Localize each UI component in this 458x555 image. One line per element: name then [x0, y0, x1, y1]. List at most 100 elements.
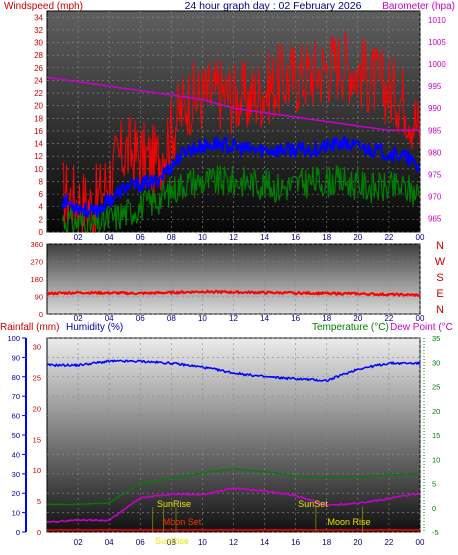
- time-tick-label: 06: [136, 314, 145, 323]
- humidity-tick-label: 90: [12, 353, 20, 362]
- time-tick-label: 04: [105, 314, 114, 323]
- chart-title: 24 hour graph day : 02 February 2026: [185, 0, 362, 12]
- wind-tick-label: 12: [34, 152, 43, 161]
- dewpoint-axis-label: Dew Point (°C: [390, 322, 453, 333]
- humidity-tick-label: 60: [12, 412, 20, 421]
- humidity-tick-label: 20: [12, 489, 20, 498]
- humidity-tick-label: 10: [12, 509, 20, 518]
- wind-tick-label: 16: [34, 127, 43, 136]
- temperature-tick-label: 35: [432, 334, 440, 343]
- barometer-tick-label: 965: [428, 215, 442, 224]
- barometer-tick-label: 970: [428, 193, 442, 202]
- rain-tick-label: 30: [33, 343, 41, 352]
- barometer-tick-label: 1000: [428, 60, 446, 69]
- wind-tick-label: 26: [34, 64, 43, 73]
- wind-tick-label: 20: [34, 102, 43, 111]
- compass-label: N: [436, 304, 444, 316]
- series-dew-point: [46, 487, 421, 524]
- barometer-tick-label: 975: [428, 171, 442, 180]
- rain-tick-label: 25: [33, 374, 41, 383]
- time-tick-label: 22: [384, 314, 393, 323]
- time-tick-label: 08: [167, 233, 176, 242]
- compass-label: E: [436, 288, 443, 300]
- time-tick-label: 16: [291, 233, 300, 242]
- direction-tick-label: 270: [30, 258, 43, 267]
- temperature-tick-label: 15: [432, 431, 440, 440]
- humidity-tick-label: 40: [12, 450, 20, 459]
- wind-tick-label: 14: [34, 140, 43, 149]
- wind-tick-label: 22: [34, 89, 43, 98]
- wind-tick-label: 2: [39, 215, 44, 224]
- time-tick-label: 06: [136, 233, 145, 242]
- barometer-tick-label: 995: [428, 82, 442, 91]
- wind-tick-label: 28: [34, 51, 43, 60]
- temperature-axis-label: Temperature (°C): [312, 322, 389, 333]
- humidity-tick-label: 0: [16, 528, 20, 537]
- barometer-tick-label: 1005: [428, 38, 446, 47]
- barometer-tick-label: 1010: [428, 16, 446, 25]
- humidity-tick-label: 100: [7, 334, 20, 343]
- humidity-tick-label: 80: [12, 373, 20, 382]
- time-tick-label: 16: [291, 538, 300, 547]
- temperature-tick-label: 5: [432, 480, 436, 489]
- series-wind-direction: [46, 289, 421, 297]
- time-tick-label: 14: [260, 233, 269, 242]
- wind-tick-label: 0: [39, 228, 44, 237]
- time-tick-label: 02: [74, 314, 83, 323]
- humidity-tick-label: 50: [12, 431, 20, 440]
- time-tick-label: 00: [416, 314, 425, 323]
- wind-tick-label: 34: [34, 13, 43, 22]
- rain-tick-label: 10: [33, 466, 41, 475]
- rain-tick-label: 0: [37, 528, 41, 537]
- wind-tick-label: 32: [34, 26, 43, 35]
- time-tick-label: 22: [384, 233, 393, 242]
- compass-label: S: [436, 272, 443, 284]
- compass-label: W: [435, 256, 446, 268]
- humidity-tick-label: 30: [12, 470, 20, 479]
- rain-tick-label: 5: [37, 497, 41, 506]
- wind-tick-label: 10: [34, 165, 43, 174]
- time-tick-label: 06: [136, 538, 145, 547]
- event-label: Moon Rise: [327, 517, 370, 527]
- time-tick-label: 02: [74, 538, 83, 547]
- time-tick-label: 08: [167, 538, 176, 547]
- time-tick-label: 04: [105, 538, 114, 547]
- windspeed-axis-label: Windspeed (mph): [4, 1, 83, 12]
- time-tick-label: 20: [353, 314, 362, 323]
- time-tick-label: 12: [229, 538, 238, 547]
- series-barometer: [46, 76, 420, 132]
- direction-tick-label: 0: [39, 310, 43, 319]
- time-tick-label: 18: [322, 538, 331, 547]
- temperature-tick-label: 10: [432, 455, 440, 464]
- time-tick-label: 14: [260, 314, 269, 323]
- wind-tick-label: 24: [34, 76, 43, 85]
- barometer-axis-label: Barometer (hpa): [382, 1, 455, 12]
- event-label: Moon Set: [163, 517, 202, 527]
- time-tick-label: 00: [416, 233, 425, 242]
- time-tick-label: 12: [229, 233, 238, 242]
- direction-tick-label: 180: [30, 275, 43, 284]
- wind-tick-label: 18: [34, 114, 43, 123]
- time-tick-label: 10: [198, 314, 207, 323]
- time-tick-label: 22: [384, 538, 393, 547]
- barometer-tick-label: 980: [428, 148, 442, 157]
- series-wind-low: [61, 165, 421, 233]
- time-tick-label: 10: [198, 538, 207, 547]
- rain-tick-label: 15: [33, 435, 41, 444]
- time-tick-label: 14: [260, 538, 269, 547]
- temperature-tick-label: 20: [432, 407, 440, 416]
- temperature-tick-label: 30: [432, 358, 440, 367]
- wind-tick-label: 8: [39, 177, 44, 186]
- rainfall-axis-label: Rainfall (mm): [0, 322, 59, 333]
- humidity-axis-label: Humidity (%): [66, 322, 123, 333]
- wind-tick-label: 6: [39, 190, 44, 199]
- time-tick-label: 04: [105, 233, 114, 242]
- series-wind-speed: [62, 30, 421, 233]
- direction-tick-label: 360: [30, 240, 43, 249]
- direction-tick-label: 90: [35, 293, 43, 302]
- time-tick-label: 08: [167, 314, 176, 323]
- series-humidity: [46, 359, 421, 382]
- time-tick-label: 18: [322, 233, 331, 242]
- wind-tick-label: 30: [34, 39, 43, 48]
